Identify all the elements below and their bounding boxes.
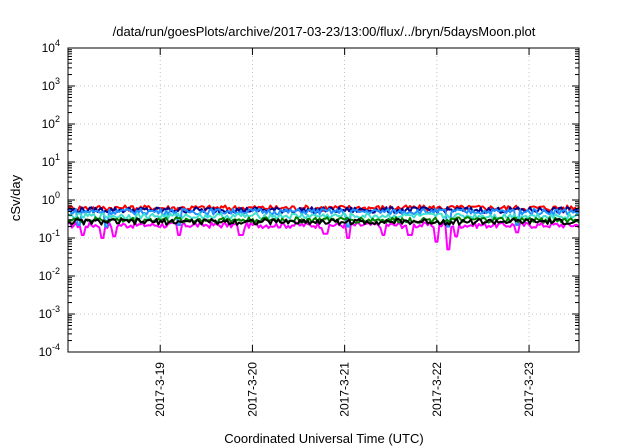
y-tick-label: 104 (42, 38, 60, 55)
y-tick-label: 10-4 (39, 342, 60, 359)
y-tick-label: 101 (42, 152, 60, 169)
series-line (67, 218, 580, 226)
x-axis-title: Coordinated Universal Time (UTC) (224, 431, 423, 446)
y-tick-label: 10-3 (39, 304, 60, 321)
x-tick-label: 2017-3-23 (522, 362, 536, 417)
y-tick-label: 100 (42, 190, 60, 207)
series-line (67, 221, 580, 251)
x-tick-label: 2017-3-22 (430, 362, 444, 417)
y-tick-label: 103 (42, 76, 60, 93)
y-axis: 104 103 102 101 100 10-1 10-2 10-3 10-4 (39, 38, 579, 359)
series-group (67, 204, 580, 251)
x-tick-label: 2017-3-21 (338, 362, 352, 417)
x-tick-label: 2017-3-19 (153, 362, 167, 417)
y-tick-label: 102 (42, 114, 60, 131)
x-tick-label: 2017-3-20 (245, 362, 259, 417)
y-tick-label: 10-2 (39, 266, 60, 283)
series-line (67, 212, 580, 221)
y-tick-label: 10-1 (39, 228, 60, 245)
x-axis: 2017-3-19 2017-3-20 2017-3-21 2017-3-22 2017… (153, 48, 536, 417)
series-line (67, 207, 580, 228)
grid (68, 47, 579, 353)
y-axis-title: cSv/day (8, 174, 23, 221)
chart-title: /data/run/goesPlots/archive/2017-03-23/1… (113, 24, 536, 39)
